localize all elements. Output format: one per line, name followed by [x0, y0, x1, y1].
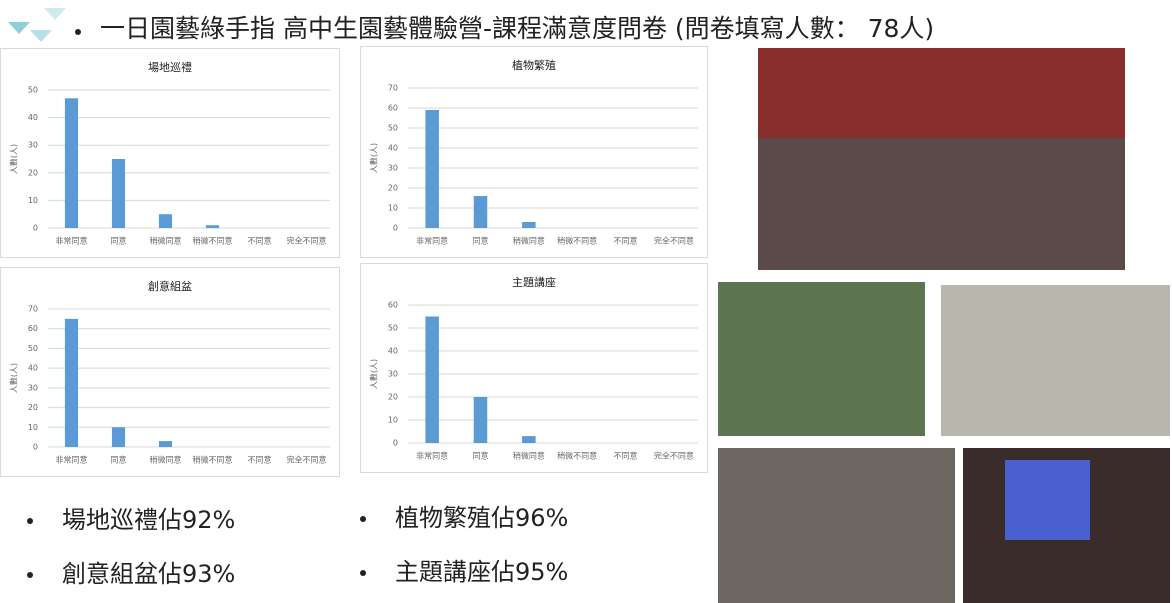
bullet-dot	[27, 572, 33, 578]
bullet-text: 創意組盆佔93%	[62, 560, 235, 588]
x-tick-label: 完全不同意	[654, 236, 694, 246]
y-tick-label: 0	[33, 443, 38, 452]
bar	[159, 441, 172, 447]
y-axis-label: 人數(人)	[369, 143, 379, 173]
chart-title: 主題講座	[512, 275, 556, 289]
bar	[425, 317, 439, 444]
y-tick-label: 30	[28, 141, 38, 150]
y-tick-label: 70	[28, 305, 38, 314]
photo	[941, 285, 1170, 436]
header-title: 一日園藝綠手指 高中生園藝體驗營-課程滿意度問卷 (問卷填寫人數： 78人)	[100, 14, 934, 43]
y-tick-label: 50	[388, 324, 398, 333]
bullet-dot	[75, 29, 81, 35]
x-tick-label: 同意	[473, 236, 489, 246]
y-axis-label: 人數(人)	[9, 144, 19, 174]
y-tick-label: 40	[28, 113, 38, 122]
bar	[65, 319, 78, 447]
y-tick-label: 0	[393, 439, 398, 448]
y-tick-label: 0	[33, 224, 38, 233]
photo	[718, 448, 955, 603]
decoration	[44, 8, 66, 20]
bar	[474, 196, 488, 228]
y-tick-label: 40	[388, 347, 398, 356]
x-tick-label: 同意	[111, 236, 127, 246]
bar	[159, 214, 172, 228]
bar	[522, 436, 536, 443]
y-axis-label: 人數(人)	[9, 363, 19, 393]
chart-title: 場地巡禮	[148, 61, 192, 74]
photo-part	[1005, 460, 1090, 540]
x-tick-label: 非常同意	[416, 236, 448, 246]
y-tick-label: 40	[388, 144, 398, 153]
x-tick-label: 不同意	[248, 236, 272, 246]
x-tick-label: 不同意	[614, 236, 638, 246]
bullet-text: 植物繁殖佔96%	[395, 504, 568, 532]
x-tick-label: 稍微不同意	[193, 236, 233, 246]
chart-title: 植物繁殖	[512, 58, 556, 72]
y-tick-label: 30	[388, 370, 398, 379]
bullet-dot	[27, 518, 33, 524]
bullet-dot	[360, 570, 366, 576]
x-tick-label: 稍微不同意	[557, 236, 597, 246]
y-tick-label: 50	[28, 344, 38, 353]
bar	[425, 110, 439, 228]
bullet-text: 場地巡禮佔92%	[62, 506, 235, 534]
x-tick-label: 稍微同意	[150, 236, 182, 246]
photo	[718, 282, 925, 436]
bar	[112, 159, 125, 228]
y-tick-label: 20	[28, 403, 38, 412]
decoration	[30, 30, 52, 42]
bar	[112, 427, 125, 447]
y-tick-label: 10	[388, 416, 398, 425]
y-tick-label: 70	[388, 84, 398, 93]
x-tick-label: 稍微不同意	[557, 451, 597, 461]
slide: 一日園藝綠手指 高中生園藝體驗營-課程滿意度問卷 (問卷填寫人數： 78人) 場…	[0, 0, 1172, 603]
bullet-text: 主題講座佔95%	[395, 558, 568, 586]
y-tick-label: 60	[28, 324, 38, 333]
x-tick-label: 完全不同意	[654, 451, 694, 461]
bullet-dot	[360, 516, 366, 522]
y-tick-label: 30	[388, 164, 398, 173]
bar	[206, 225, 219, 228]
x-tick-label: 稍微同意	[513, 451, 545, 461]
y-tick-label: 60	[388, 301, 398, 310]
chart-title: 創意組盆	[148, 279, 192, 293]
y-tick-label: 20	[28, 168, 38, 177]
x-tick-label: 稍微不同意	[193, 455, 233, 465]
y-tick-label: 10	[388, 204, 398, 213]
y-tick-label: 10	[28, 423, 38, 432]
x-tick-label: 不同意	[248, 455, 272, 465]
decoration	[8, 22, 30, 34]
x-tick-label: 完全不同意	[287, 455, 327, 465]
x-tick-label: 非常同意	[416, 451, 448, 461]
x-tick-label: 同意	[111, 455, 127, 465]
x-tick-label: 同意	[473, 451, 489, 461]
x-tick-label: 非常同意	[56, 455, 88, 465]
y-tick-label: 30	[28, 383, 38, 392]
bar	[474, 397, 488, 443]
x-tick-label: 非常同意	[56, 236, 88, 246]
y-tick-label: 20	[388, 184, 398, 193]
bar	[522, 222, 536, 228]
y-tick-label: 50	[388, 124, 398, 133]
x-tick-label: 稍微同意	[513, 236, 545, 246]
y-tick-label: 20	[388, 393, 398, 402]
photo-part	[758, 48, 1125, 138]
y-tick-label: 40	[28, 364, 38, 373]
y-axis-label: 人數(人)	[369, 359, 379, 389]
bar	[65, 98, 78, 228]
y-tick-label: 60	[388, 104, 398, 113]
y-tick-label: 50	[28, 86, 38, 95]
y-tick-label: 10	[28, 196, 38, 205]
x-tick-label: 稍微同意	[150, 455, 182, 465]
x-tick-label: 不同意	[614, 451, 638, 461]
x-tick-label: 完全不同意	[287, 236, 327, 246]
y-tick-label: 0	[393, 224, 398, 233]
